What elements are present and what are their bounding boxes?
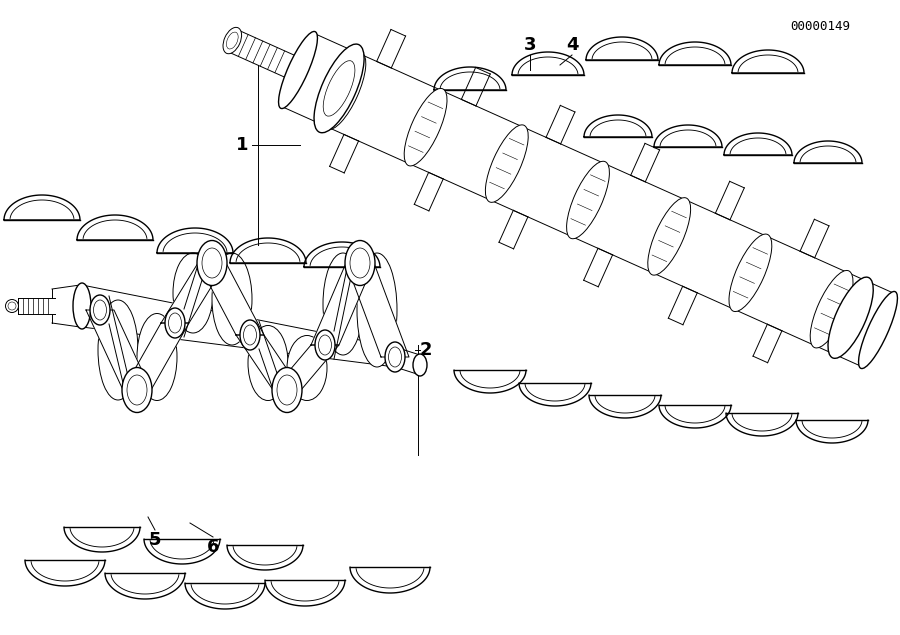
Text: 5: 5 bbox=[148, 531, 161, 549]
Ellipse shape bbox=[323, 253, 363, 355]
Polygon shape bbox=[311, 263, 374, 345]
Polygon shape bbox=[86, 310, 151, 390]
Ellipse shape bbox=[323, 52, 365, 130]
Ellipse shape bbox=[315, 330, 335, 360]
Text: 1: 1 bbox=[236, 136, 248, 154]
Text: 4: 4 bbox=[566, 36, 578, 54]
Ellipse shape bbox=[90, 295, 110, 325]
Polygon shape bbox=[236, 335, 301, 390]
Polygon shape bbox=[123, 323, 189, 390]
Text: 00000149: 00000149 bbox=[790, 20, 850, 34]
Polygon shape bbox=[346, 263, 409, 357]
Ellipse shape bbox=[98, 300, 138, 400]
Ellipse shape bbox=[859, 291, 897, 368]
Ellipse shape bbox=[212, 253, 252, 345]
Ellipse shape bbox=[287, 335, 327, 401]
Polygon shape bbox=[273, 345, 339, 390]
Ellipse shape bbox=[165, 308, 185, 338]
Ellipse shape bbox=[413, 354, 427, 376]
Text: 2: 2 bbox=[420, 341, 433, 359]
Ellipse shape bbox=[240, 320, 260, 350]
Ellipse shape bbox=[248, 326, 288, 401]
Ellipse shape bbox=[73, 283, 91, 329]
Ellipse shape bbox=[357, 253, 397, 367]
Ellipse shape bbox=[828, 277, 873, 358]
Polygon shape bbox=[161, 263, 226, 323]
Ellipse shape bbox=[223, 27, 241, 54]
Ellipse shape bbox=[810, 271, 853, 348]
Ellipse shape bbox=[137, 314, 177, 401]
Ellipse shape bbox=[567, 161, 609, 239]
Ellipse shape bbox=[345, 241, 375, 286]
Ellipse shape bbox=[485, 125, 528, 203]
Text: 6: 6 bbox=[207, 538, 220, 556]
Text: 3: 3 bbox=[524, 36, 536, 54]
Ellipse shape bbox=[729, 234, 772, 312]
Ellipse shape bbox=[5, 300, 19, 312]
Ellipse shape bbox=[278, 32, 318, 109]
Ellipse shape bbox=[385, 342, 405, 372]
Ellipse shape bbox=[173, 253, 213, 333]
Polygon shape bbox=[198, 263, 264, 335]
Ellipse shape bbox=[648, 197, 690, 275]
Ellipse shape bbox=[122, 368, 152, 413]
Ellipse shape bbox=[197, 241, 227, 286]
Ellipse shape bbox=[404, 88, 447, 166]
Ellipse shape bbox=[272, 368, 302, 413]
Ellipse shape bbox=[314, 44, 364, 133]
